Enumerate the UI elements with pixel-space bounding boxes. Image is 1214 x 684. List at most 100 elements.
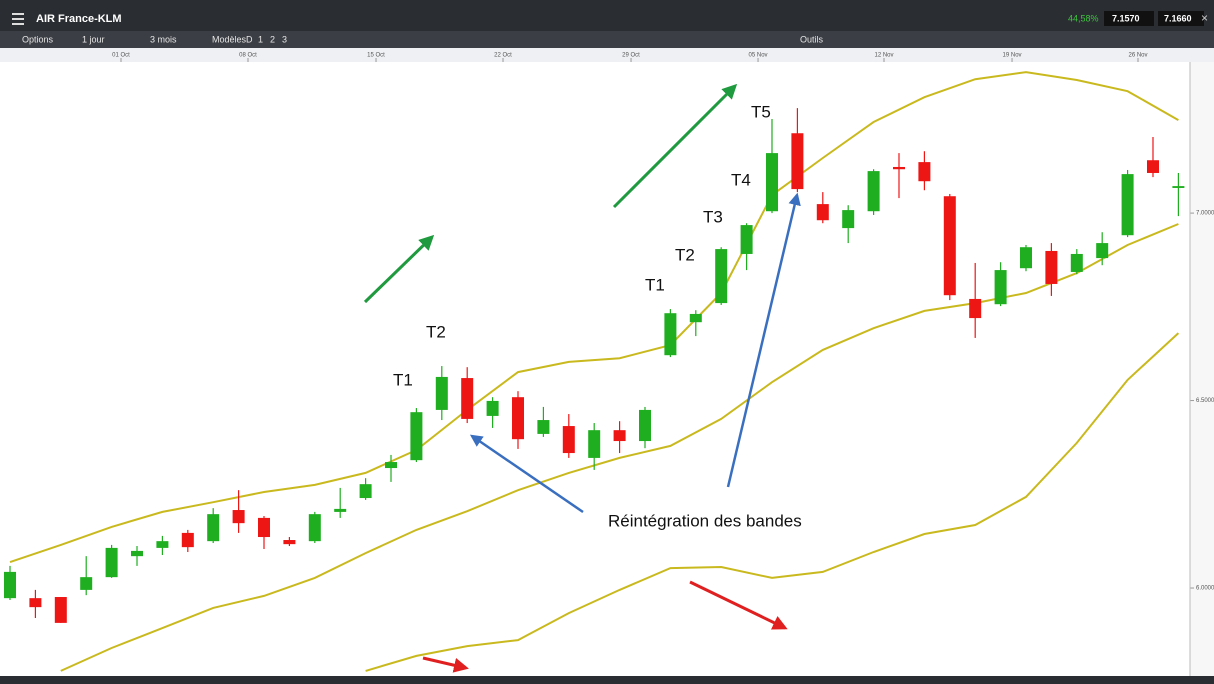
annotation: Réintégration des bandes [608, 511, 802, 530]
price-axis [1190, 62, 1214, 676]
arrow [422, 656, 469, 673]
candle-body [994, 270, 1007, 305]
candle-body [1172, 186, 1185, 188]
candle-body [588, 430, 601, 458]
candle-body [638, 409, 651, 442]
candle-body [613, 430, 626, 442]
candle-body [765, 153, 778, 212]
candle-body [461, 378, 474, 419]
candle-body [892, 166, 905, 170]
candle-body [537, 420, 550, 434]
arrow [469, 434, 584, 514]
bid-box[interactable] [1104, 11, 1154, 26]
candle-body [816, 204, 829, 221]
bollinger-band [60, 223, 1179, 672]
candle-body [156, 541, 169, 548]
candle-body [232, 510, 245, 524]
x-tick-label: 26 Nov [1128, 53, 1147, 59]
candle-body [29, 598, 42, 608]
candle-body [105, 547, 118, 578]
ask: 7.1660 [1164, 13, 1192, 23]
toolbar-item[interactable]: 3 mois [150, 34, 177, 44]
plot [4, 71, 1185, 672]
menu-icon[interactable] [12, 13, 24, 25]
candle-body [359, 484, 372, 499]
bid: 7.1570 [1112, 13, 1140, 23]
annotation: T2 [675, 245, 695, 264]
x-tick-label: 29 Oct [622, 53, 640, 59]
toolbar-item[interactable]: Options [22, 34, 54, 44]
candle-body [512, 397, 525, 440]
x-tick-label: 01 Oct [112, 53, 130, 59]
candle-body [562, 426, 575, 454]
x-tick-label: 08 Oct [239, 53, 257, 59]
candle-body [283, 540, 296, 545]
candle-body [486, 400, 499, 416]
annotation: T2 [426, 322, 446, 341]
candle-body [207, 514, 220, 542]
candle-body [131, 550, 144, 557]
x-tick-label: 12 Nov [875, 53, 894, 59]
annotation: T1 [393, 370, 413, 389]
change: 44,58% [1068, 13, 1099, 23]
ask-box[interactable] [1158, 11, 1204, 26]
annotation: T4 [731, 170, 751, 189]
candle-body [1019, 247, 1032, 269]
bollinger-band [365, 332, 1180, 672]
candle-body [867, 171, 880, 212]
candle-body [181, 532, 194, 548]
toolbar-item[interactable]: Modèles [212, 34, 247, 44]
candle-body [4, 571, 17, 599]
annotation: T3 [703, 207, 723, 226]
candle-body [842, 210, 855, 229]
candle-body [435, 376, 448, 410]
toolbar-item[interactable]: 3 [282, 34, 287, 44]
x-tick-label: 22 Oct [494, 53, 512, 59]
date-strip [0, 48, 1214, 62]
arrow [612, 83, 738, 209]
y-tick-label: 6.0000 [1196, 586, 1214, 592]
candle-body [1070, 253, 1083, 272]
candle-body [1096, 243, 1109, 259]
candle-body [80, 577, 93, 590]
y-tick-label: 6.5000 [1196, 398, 1214, 404]
candle-body [1121, 174, 1134, 236]
candle-body [308, 514, 321, 542]
bollinger-band [9, 71, 1179, 564]
x-tick-label: 15 Oct [367, 53, 385, 59]
toolbar [0, 31, 1214, 48]
title-bar [0, 0, 1214, 31]
candle-body [969, 298, 982, 319]
toolbar-item[interactable]: 1 jour [82, 34, 105, 44]
candle-body [385, 462, 398, 469]
x-tick-label: 19 Nov [1003, 53, 1022, 59]
candle-body [54, 597, 67, 623]
candle-body [791, 133, 804, 190]
tools-label[interactable]: Outils [800, 34, 824, 44]
arrow [689, 580, 788, 630]
annotation: T1 [645, 275, 665, 294]
toolbar-item[interactable]: D [246, 34, 253, 44]
x-tick-label: 05 Nov [749, 53, 768, 59]
arrow [726, 192, 801, 488]
candle-body [689, 313, 702, 323]
candle-body [410, 412, 423, 461]
toolbar-item[interactable]: 2 [270, 34, 275, 44]
close-button[interactable]: × [1201, 11, 1208, 25]
arrow [363, 234, 435, 304]
candle-body [918, 162, 931, 182]
candle-body [740, 225, 753, 254]
annotation: T5 [751, 102, 771, 121]
candle-body [1045, 250, 1058, 284]
instrument-title: AIR France-KLM [36, 13, 122, 25]
candle-body [943, 196, 956, 296]
candle-body [334, 508, 347, 512]
candle-body [664, 313, 677, 356]
candle-body [1146, 160, 1159, 173]
candle-body [715, 249, 728, 304]
candle-body [258, 517, 271, 538]
y-tick-label: 7.0000 [1196, 211, 1214, 217]
bottom-bar [0, 676, 1214, 684]
toolbar-item[interactable]: 1 [258, 34, 263, 44]
